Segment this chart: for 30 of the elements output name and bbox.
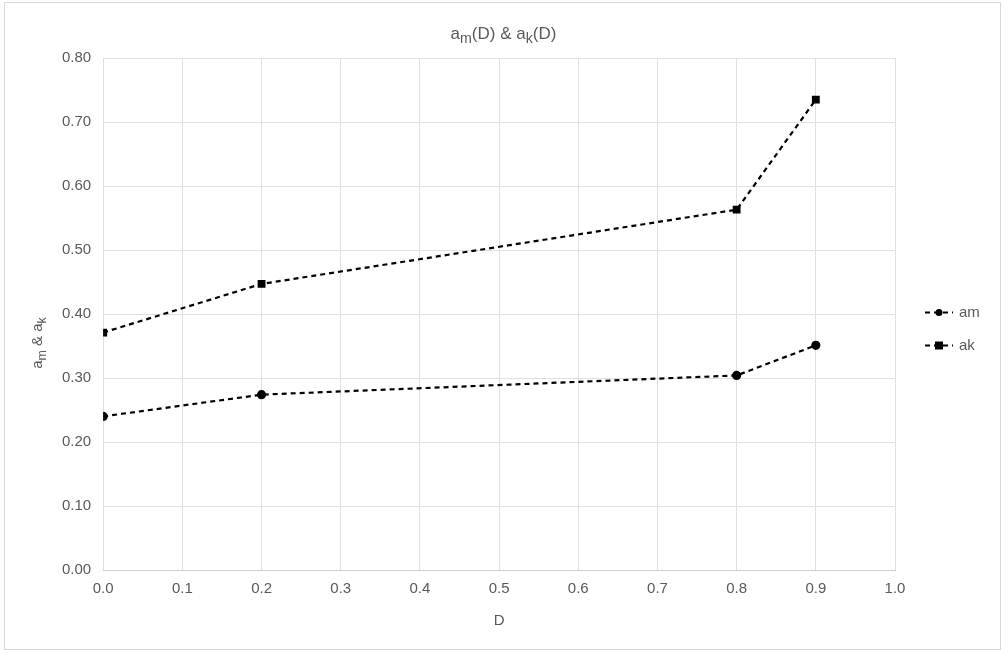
point xyxy=(811,340,821,350)
x-tick-label: 1.0 xyxy=(884,579,906,597)
x-tick-label: 0.6 xyxy=(567,579,589,597)
y-tick-label: 0.80 xyxy=(61,48,92,66)
point xyxy=(256,390,267,400)
chart-title: a$_{m}$(D) & a$_{k}$(D) xyxy=(449,24,558,47)
point xyxy=(732,370,742,381)
y-tick-label: 0.70 xyxy=(61,112,92,130)
point xyxy=(257,279,266,288)
x-tick-label: 0.2 xyxy=(251,579,272,597)
x-tick-label: 0.5 xyxy=(488,579,510,597)
y-tick-label: 0.60 xyxy=(61,176,92,194)
x-tick-label: 0.8 xyxy=(726,579,748,597)
legend-label: ak xyxy=(959,335,976,353)
y-tick-label: 0.10 xyxy=(61,496,92,514)
y-tick-label: 0.20 xyxy=(61,432,92,450)
y-tick-label: 0.50 xyxy=(61,240,92,258)
x-tick-label: 0.7 xyxy=(647,579,668,597)
point xyxy=(811,95,820,104)
point xyxy=(732,205,741,214)
y-tick-label: 0.00 xyxy=(61,560,92,578)
x-tick-label: 0.0 xyxy=(92,579,114,597)
x-axis-title: D xyxy=(493,611,505,629)
x-tick-label: 0.9 xyxy=(805,579,827,597)
legend-label: am xyxy=(959,302,980,320)
x-tick-label: 0.1 xyxy=(171,579,193,597)
y-tick-label: 0.30 xyxy=(61,368,92,386)
x-tick-label: 0.3 xyxy=(330,579,352,597)
y-tick-label: 0.40 xyxy=(61,304,92,322)
x-tick-label: 0.4 xyxy=(409,579,431,597)
